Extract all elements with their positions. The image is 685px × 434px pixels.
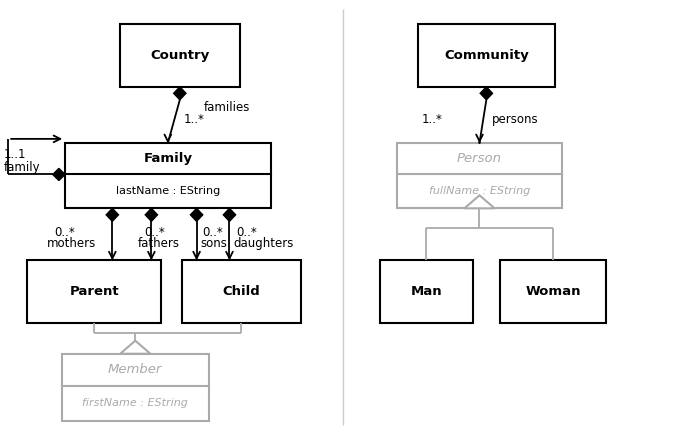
Polygon shape [223,208,236,221]
Polygon shape [121,341,150,354]
Text: mothers: mothers [47,237,97,250]
Text: families: families [204,101,250,114]
Polygon shape [173,87,186,100]
Text: Country: Country [150,49,210,62]
Text: 0..*: 0..* [145,226,165,239]
Text: fathers: fathers [138,237,179,250]
Text: Parent: Parent [69,286,119,298]
Text: Child: Child [223,286,260,298]
Text: 1..*: 1..* [183,113,204,126]
Polygon shape [480,87,493,100]
Text: firstName : EString: firstName : EString [82,398,188,408]
Text: 0..*: 0..* [54,226,75,239]
Bar [380,260,473,323]
Text: Person: Person [457,152,502,165]
Text: sons: sons [200,237,227,250]
Bar [397,143,562,208]
Text: 0..*: 0..* [202,226,223,239]
Text: daughters: daughters [233,237,293,250]
Text: Community: Community [444,49,529,62]
Bar [62,354,209,421]
Text: fullName : EString: fullName : EString [429,186,530,197]
Text: 0..*: 0..* [236,226,257,239]
Text: Woman: Woman [525,286,581,298]
Text: persons: persons [492,113,538,126]
Polygon shape [106,208,119,221]
Text: 1..1: 1..1 [3,148,26,161]
Polygon shape [190,208,203,221]
Polygon shape [464,195,495,208]
Polygon shape [145,208,158,221]
Text: family: family [3,161,40,174]
Bar [120,24,240,87]
Bar [27,260,161,323]
Bar [418,24,555,87]
Bar [65,143,271,208]
Text: Family: Family [143,152,192,165]
Bar [182,260,301,323]
Text: Man: Man [410,286,443,298]
Text: Member: Member [108,363,162,376]
Text: lastName : EString: lastName : EString [116,186,220,197]
Text: 1..*: 1..* [421,113,442,126]
Polygon shape [53,168,65,181]
Bar [500,260,606,323]
